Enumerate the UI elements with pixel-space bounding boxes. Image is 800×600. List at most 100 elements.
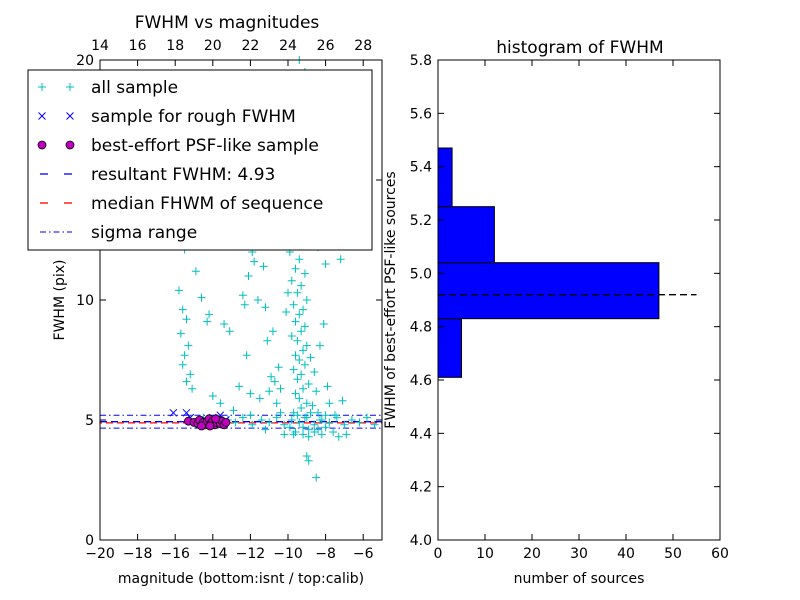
- legend-box: [27, 69, 373, 251]
- all-sample-point: [321, 260, 330, 268]
- scatter-top-tick-label: 22: [241, 38, 259, 54]
- scatter-top-tick-label: 18: [166, 38, 184, 54]
- all-sample-point: [272, 413, 281, 422]
- all-sample-point: [336, 255, 345, 264]
- all-sample-point: [312, 473, 321, 482]
- scatter-title: FWHM vs magnitudes: [135, 13, 320, 33]
- all-sample-point: [304, 456, 313, 465]
- legend-label: resultant FWHM: 4.93: [91, 165, 275, 185]
- legend-label: best-effort PSF-like sample: [91, 136, 319, 156]
- legend-label: sample for rough FWHM: [91, 107, 296, 127]
- all-sample-point: [293, 375, 302, 384]
- histogram-bar: [437, 262, 660, 320]
- all-sample-point: [246, 389, 255, 398]
- legend-item: all sample: [38, 78, 178, 98]
- all-sample-point: [184, 341, 193, 350]
- all-sample-point: [304, 425, 313, 434]
- all-sample-point: [205, 310, 214, 319]
- all-sample-point: [295, 255, 304, 264]
- all-sample-point: [265, 418, 274, 427]
- all-sample-point: [304, 380, 313, 388]
- all-sample-point: [362, 413, 371, 422]
- all-sample-point: [238, 413, 247, 422]
- all-sample-point: [257, 416, 266, 424]
- scatter-top-ticks: 14 16 18 20 22 24 26 28: [91, 38, 372, 54]
- histogram-y-tick-label: 5.2: [410, 213, 432, 229]
- all-sample-point: [188, 384, 197, 393]
- all-sample-point: [325, 399, 334, 408]
- histogram-x-tick-label: 0: [434, 546, 443, 562]
- all-sample-point: [261, 303, 270, 312]
- histogram-y-tick-label: 4.6: [410, 373, 432, 389]
- all-sample-point: [244, 272, 253, 280]
- all-sample-point: [285, 423, 294, 432]
- scatter-x-tick-label: −14: [198, 546, 228, 562]
- all-sample-point: [272, 399, 281, 408]
- all-sample-point: [280, 420, 289, 429]
- all-sample-point: [329, 428, 338, 436]
- psf-sample-point: [211, 414, 221, 424]
- legend-label: all sample: [91, 78, 178, 98]
- all-sample-point: [182, 315, 191, 324]
- scatter-panel: −20 −18 −16 −14 −12 −10 −8 −6 14 16 18 20 22 24 26 28 …: [27, 13, 383, 587]
- scatter-y-tick-label: 20: [76, 53, 94, 69]
- legend-item: best-effort PSF-like sample: [37, 136, 319, 156]
- scatter-x-tick-label: −16: [160, 546, 190, 562]
- all-sample-point: [208, 392, 217, 400]
- all-sample-point: [300, 360, 309, 369]
- all-sample-point: [265, 387, 274, 396]
- all-sample-point: [176, 329, 185, 338]
- all-sample-point: [289, 430, 298, 439]
- all-sample-point: [191, 267, 200, 276]
- all-sample-point: [295, 418, 304, 427]
- all-sample-point: [289, 300, 298, 309]
- all-sample-point: [259, 262, 268, 271]
- all-sample-point: [282, 308, 291, 316]
- all-sample-point: [342, 430, 351, 439]
- legend-circle-icon: [65, 140, 75, 150]
- all-sample-point: [338, 396, 347, 405]
- all-sample-point: [325, 418, 334, 427]
- scatter-top-tick-label: 26: [317, 38, 335, 54]
- all-sample-point: [334, 432, 343, 441]
- all-sample-point: [253, 296, 262, 304]
- histogram-y-tick-label: 4.4: [410, 426, 432, 442]
- all-sample-point: [314, 425, 323, 434]
- all-sample-point: [180, 351, 189, 360]
- all-sample-point: [297, 281, 306, 290]
- scatter-top-tick-label: 20: [204, 38, 222, 54]
- all-sample-point: [293, 411, 302, 420]
- all-sample-point: [299, 423, 308, 432]
- all-sample-point: [284, 288, 292, 297]
- all-sample-point: [231, 418, 240, 427]
- all-sample-point: [306, 408, 315, 417]
- all-sample-point: [268, 327, 277, 336]
- all-sample-point: [267, 372, 276, 381]
- all-sample-point: [240, 300, 249, 309]
- histogram-x-tick-label: 50: [664, 546, 682, 562]
- all-sample-point: [297, 404, 306, 412]
- legend-x-icon: [66, 112, 74, 120]
- scatter-x-tick-label: −8: [315, 546, 336, 562]
- all-sample-point: [291, 389, 300, 398]
- legend-item: sample for rough FWHM: [38, 107, 296, 127]
- all-sample-point: [295, 394, 304, 403]
- all-sample-point: [274, 363, 283, 372]
- scatter-x-tick-label: −12: [236, 546, 266, 562]
- histogram-y-tick-label: 4.0: [410, 533, 432, 549]
- scatter-top-tick-label: 16: [129, 38, 147, 54]
- scatter-x-tick-label: −18: [123, 546, 153, 562]
- all-sample-point: [340, 420, 349, 429]
- histogram-y-tick-label: 4.8: [410, 320, 432, 336]
- all-sample-point: [295, 310, 304, 319]
- scatter-y-tick-label: 10: [76, 293, 94, 309]
- legend-plus-icon: [38, 83, 46, 91]
- legend-label: median FHWM of sequence: [91, 194, 323, 214]
- all-sample-point: [315, 341, 324, 350]
- all-sample-point: [314, 408, 323, 417]
- histogram-y-label: FWHM of best-effort PSF-like sources: [383, 171, 399, 428]
- all-sample-point: [302, 452, 311, 460]
- all-sample-point: [263, 336, 272, 345]
- scatter-x-label: magnitude (bottom:isnt / top:calib): [118, 571, 364, 587]
